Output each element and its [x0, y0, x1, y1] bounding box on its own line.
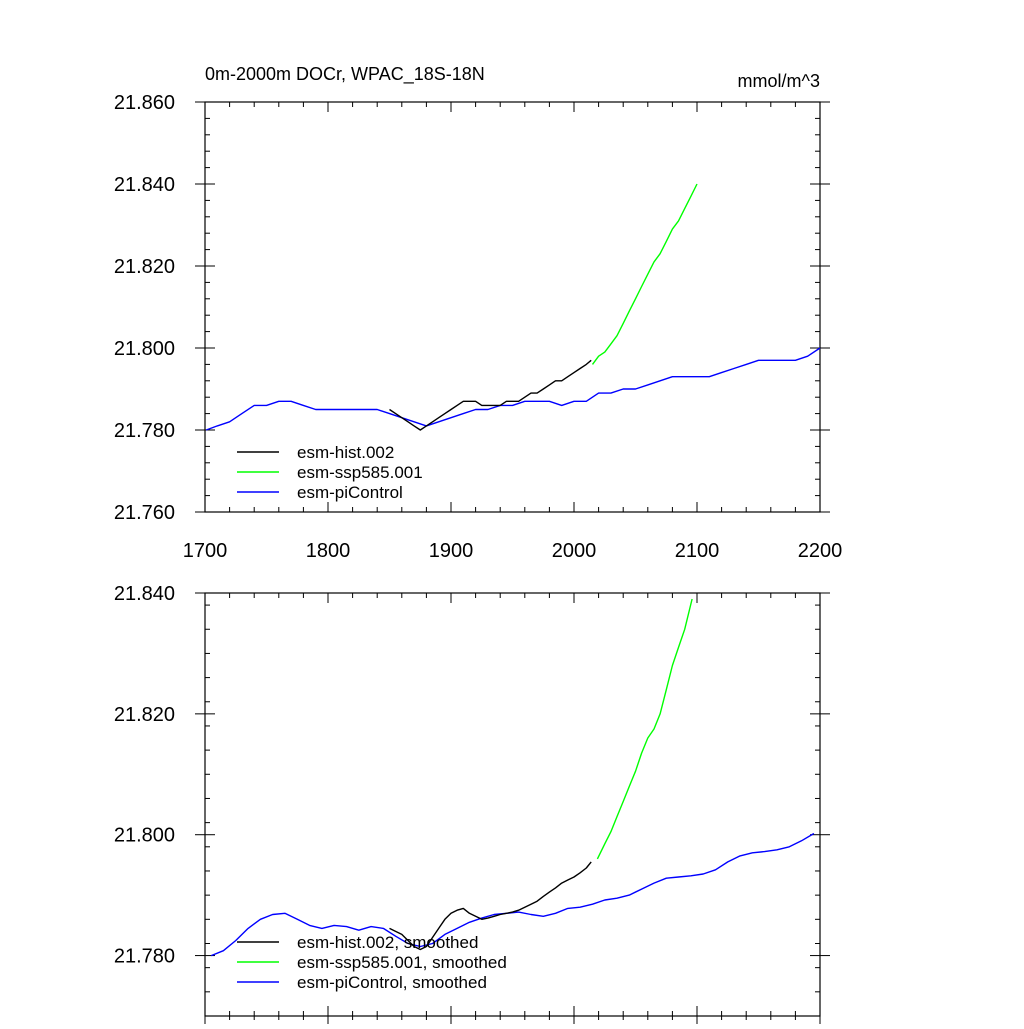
bottom-legend-label-2: esm-piControl, smoothed: [297, 973, 487, 992]
top-series-line-0: [389, 359, 592, 431]
bottom-y-tick-label: 21.800: [114, 825, 175, 847]
bottom-plot-frame: [204, 592, 821, 1017]
top-series-line-2: [205, 347, 821, 431]
top-y-tick-label: 21.860: [114, 92, 175, 114]
bottom-series-line-1: [596, 598, 693, 860]
top-x-tick-label: 2100: [675, 540, 720, 562]
top-y-tick-label: 21.800: [114, 338, 175, 360]
bottom-y-tick-label: 21.820: [114, 704, 175, 726]
top-y-tick-label: 21.840: [114, 174, 175, 196]
top-legend-label-1: esm-ssp585.001: [297, 463, 423, 482]
top-y-tick-label: 21.820: [114, 256, 175, 278]
top-units-label: mmol/m^3: [738, 71, 820, 91]
bottom-legend-label-1: esm-ssp585.001, smoothed: [297, 953, 507, 972]
top-x-tick-label: 1900: [429, 540, 474, 562]
top-x-tick-label: 2000: [552, 540, 597, 562]
top-y-tick-label: 21.780: [114, 420, 175, 442]
bottom-y-tick-label: 21.840: [114, 583, 175, 605]
top-x-tick-label: 2200: [798, 540, 843, 562]
top-x-tick-label: 1700: [183, 540, 228, 562]
top-legend-label-2: esm-piControl: [297, 483, 403, 502]
top-plot-frame: [204, 101, 821, 513]
bottom-legend-label-0: esm-hist.002, smoothed: [297, 933, 478, 952]
top-series-line-1: [591, 183, 698, 365]
top-chart-title: 0m-2000m DOCr, WPAC_18S-18N: [205, 64, 485, 85]
bottom-series-line-0: [389, 861, 592, 951]
top-y-tick-label: 21.760: [114, 502, 175, 524]
top-panel: 1700 1800 1900 2000 2100 2200 21.760 21.780 21.8…: [114, 64, 842, 562]
top-legend-label-0: esm-hist.002: [297, 443, 394, 462]
bottom-panel: 21.780 21.800 21.820 21.840 esm-hist.002, sm…: [114, 583, 830, 1024]
top-x-tick-label: 1800: [306, 540, 351, 562]
bottom-y-tick-label: 21.780: [114, 946, 175, 968]
